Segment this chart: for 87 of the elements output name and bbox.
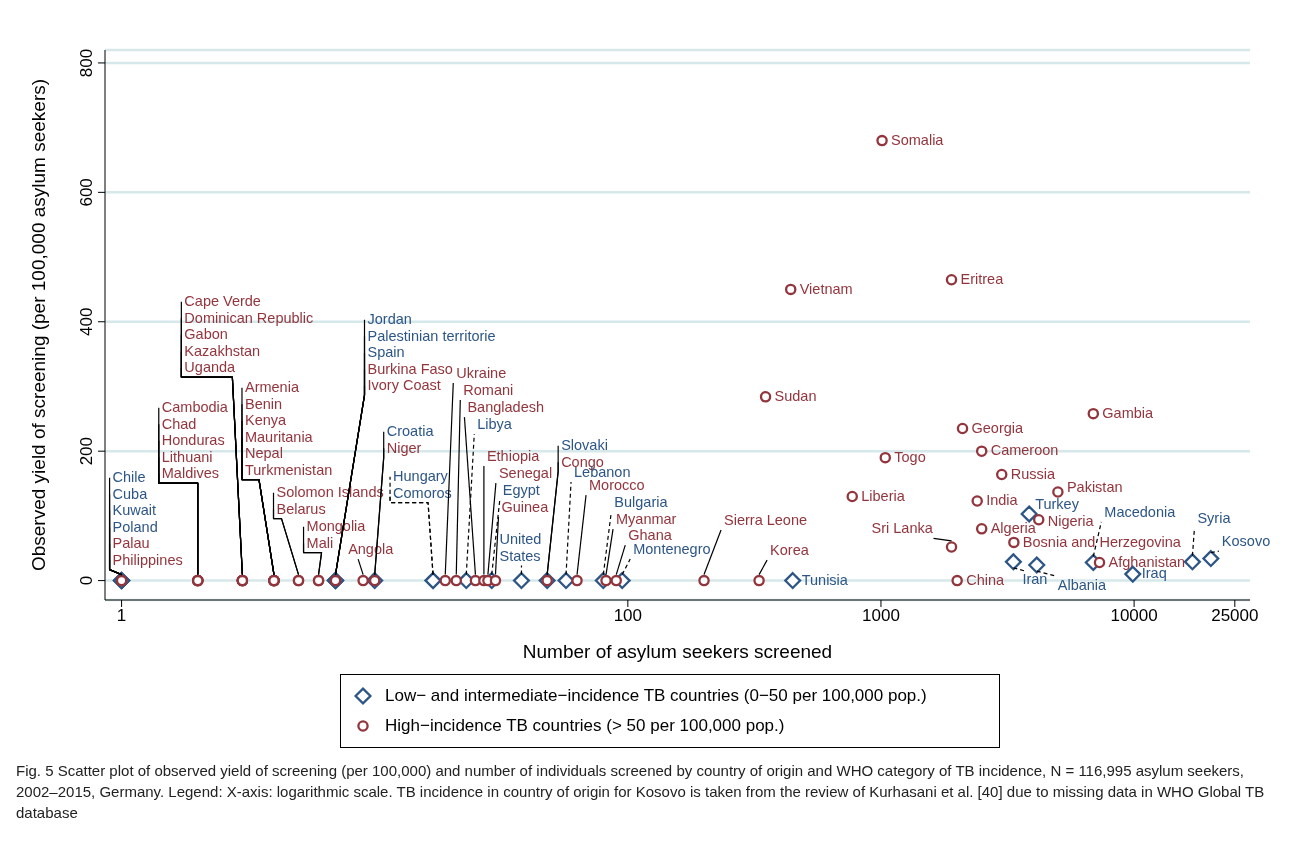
y-tick-label: 600 [77, 178, 96, 207]
annotation: Turkey [1035, 496, 1080, 513]
y-tick-label: 400 [77, 307, 96, 336]
y-tick-label: 800 [77, 48, 96, 78]
annotation: Jordan [367, 311, 412, 328]
annotation: Palau [112, 535, 150, 552]
annotation: Palestinian territorie [367, 327, 496, 344]
annotation: Slovaki [561, 437, 608, 454]
annotation: Maldives [161, 465, 219, 482]
annotation: Egypt [502, 482, 540, 499]
annotation: Turkmenistan [244, 461, 333, 478]
annotation: Croatia [386, 423, 435, 440]
annotation: Honduras [161, 432, 225, 449]
legend-label: High−incidence TB countries (> 50 per 100,000 pop.) [385, 716, 785, 736]
annotation: Poland [112, 518, 158, 535]
annotation: Liberia [861, 487, 906, 504]
annotation: Cuba [112, 485, 149, 502]
x-tick-label: 100 [613, 606, 643, 626]
annotation: China [966, 571, 1005, 588]
annotation: Guinea [501, 499, 550, 516]
annotation: Bulgaria [614, 494, 669, 511]
annotation: Ivory Coast [367, 377, 441, 394]
legend-label: Low− and intermediate−incidence TB countries (0−50 per 100,000 pop.) [385, 686, 927, 706]
annotation: Sudan [774, 388, 817, 405]
annotation: Georgia [971, 419, 1025, 436]
annotation: Pakistan [1066, 479, 1123, 496]
annotation: India [986, 492, 1019, 509]
x-tick-label: 10000 [1110, 606, 1158, 626]
annotation: Romani [463, 382, 514, 399]
annotation: Gabon [184, 326, 228, 343]
annotation: Myanmar [616, 511, 677, 528]
annotation: Belarus [276, 500, 326, 517]
annotation: Cape Verde [184, 293, 261, 310]
annotation: Libya [477, 416, 513, 433]
annotation: Hungary [393, 468, 449, 485]
annotation: Macedonia [1104, 503, 1177, 520]
annotation: Benin [244, 395, 283, 412]
annotation: Ethiopia [486, 448, 541, 465]
annotation: Kenya [244, 412, 288, 429]
annotation: Eritrea [960, 270, 1005, 287]
annotation: Somalia [891, 131, 945, 148]
annotation: Uganda [184, 359, 237, 376]
annotation: Nigeria [1047, 513, 1095, 530]
annotation: Vietnam [799, 280, 853, 297]
annotation: Ukraine [456, 365, 507, 382]
annotation: Kazakhstan [184, 342, 261, 359]
annotation: Mauritania [244, 428, 314, 445]
annotation: Burkina Faso [367, 360, 453, 377]
x-tick-label: 1000 [862, 606, 900, 626]
annotation: Iran [1022, 571, 1048, 588]
annotation: Montenegro [633, 541, 711, 558]
annotation: Syria [1197, 510, 1232, 527]
annotation: Spain [367, 344, 405, 361]
annotation: Korea [770, 542, 810, 559]
annotation: Togo [894, 448, 926, 465]
annotation: Lithuani [161, 448, 213, 465]
annotation: Nepal [244, 445, 283, 462]
caption: Fig. 5 Scatter plot of observed yield of screening (per 100,000) and number of individuals screened by country of origin and WHO category of TB incidence, N = 116,995 asylum seekers, 2002–2015, Germany. Legend: X-axis: logarithmic scale. TB incidence in country of origin for Kosovo is taken from the review of Kurhasani et al. [40] due to missing data in WHO Global TB database [15, 761, 1266, 823]
annotation: Chad [161, 415, 197, 432]
y-tick-label: 0 [77, 575, 96, 586]
x-tick-label: 25000 [1211, 606, 1259, 626]
annotation: Cameroon [990, 442, 1059, 459]
annotation: Bangladesh [467, 399, 545, 416]
annotation: Mali [306, 534, 334, 551]
annotation: United States [499, 531, 542, 564]
annotation: Albania [1057, 576, 1108, 593]
annotation: Morocco [589, 477, 645, 494]
y-tick-label: 200 [77, 436, 96, 466]
annotation: Niger [386, 439, 422, 456]
annotation: Sri Lanka [871, 520, 934, 537]
annotation: Chile [112, 469, 146, 486]
x-tick-label: 1 [116, 606, 127, 626]
x-axis-title: Number of asylum seekers screened [522, 641, 833, 662]
annotation: Afghanistan [1108, 553, 1186, 570]
annotation: Cambodia [161, 399, 229, 416]
y-axis-title: Observed yield of screening (per 100,000 asylum seekers) [27, 78, 49, 572]
annotation: Sierra Leone [724, 512, 808, 529]
annotation: Kosovo [1221, 533, 1271, 550]
annotation: Armenia [244, 379, 300, 396]
annotation: Tunisia [801, 571, 849, 588]
annotation: Kuwait [112, 502, 157, 519]
annotation: Ghana [628, 527, 673, 544]
annotation: Russia [1010, 465, 1056, 482]
annotation: Philippines [112, 551, 183, 568]
annotation: Senegal [498, 465, 553, 482]
annotation: Gambia [1102, 404, 1155, 421]
annotation: Dominican Republic [184, 309, 314, 326]
